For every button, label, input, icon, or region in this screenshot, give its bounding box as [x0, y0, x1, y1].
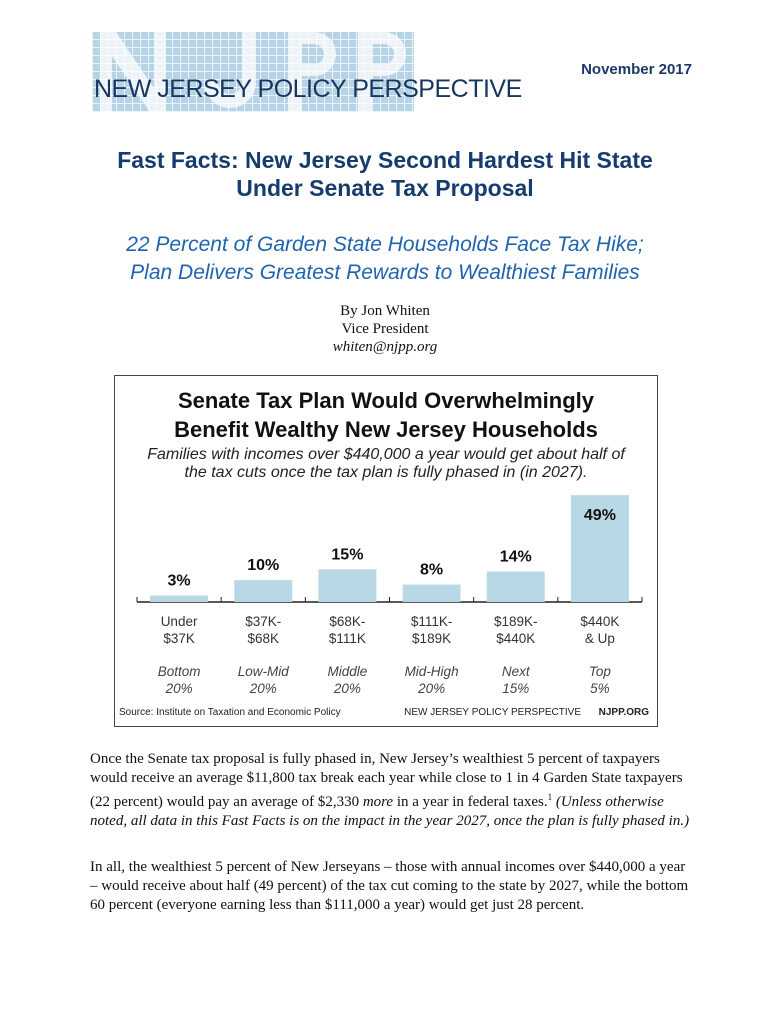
category-label: $189K- — [494, 614, 538, 629]
group-label: 20% — [249, 681, 277, 696]
group-label: Next — [502, 664, 531, 679]
publication-date: November 2017 — [581, 61, 692, 78]
category-label: $440K — [496, 631, 535, 646]
category-label: $111K — [329, 631, 366, 646]
bar — [234, 580, 293, 602]
logo-text: NEW JERSEY POLICY PERSPECTIVE — [94, 75, 522, 103]
chart-title-line: Benefit Wealthy New Jersey Households — [174, 417, 598, 442]
bar — [318, 569, 377, 602]
category-label: Under — [161, 614, 198, 629]
bar — [402, 584, 461, 602]
author-role: Vice President — [341, 321, 429, 337]
njpp-logo: NEW JERSEY POLICY PERSPECTIVE — [92, 32, 522, 112]
chart-subtitle: Families with incomes over $440,000 a ye… — [115, 446, 657, 482]
group-label: Low-Mid — [238, 664, 290, 679]
byline: By Jon Whiten Vice President whiten@njpp… — [0, 302, 770, 356]
chart-subtitle-line: the tax cuts once the tax plan is fully … — [184, 464, 588, 481]
author: By Jon Whiten — [340, 303, 430, 319]
footnote-ref[interactable]: 1 — [547, 792, 553, 802]
bar — [150, 595, 209, 602]
data-label: 49% — [584, 507, 616, 524]
p1-note: (Unless otherwise noted, all data in thi… — [90, 794, 690, 829]
p1-text: Once the Senate tax proposal is fully ph… — [90, 751, 683, 810]
data-label: 10% — [247, 557, 279, 574]
group-label: 20% — [417, 681, 445, 696]
category-label: $440K — [580, 614, 619, 629]
title-line: Fast Facts: New Jersey Second Hardest Hi… — [117, 147, 653, 173]
data-label: 15% — [331, 546, 363, 563]
title-line: Under Senate Tax Proposal — [236, 175, 534, 201]
group-label: Mid-High — [405, 664, 459, 679]
data-label: 3% — [168, 572, 191, 589]
chart-title-line: Senate Tax Plan Would Overwhelmingly — [177, 388, 595, 413]
chart-source: Source: Institute on Taxation and Econom… — [119, 707, 341, 718]
chart-subtitle-line: Families with incomes over $440,000 a ye… — [147, 446, 625, 463]
category-label: $189K — [412, 631, 451, 646]
group-label: 15% — [502, 681, 529, 696]
paragraph-2: In all, the wealthiest 5 percent of New … — [90, 859, 689, 913]
chart-brand: NEW JERSEY POLICY PERSPECTIVE — [404, 707, 581, 718]
group-label: 20% — [333, 681, 361, 696]
category-label: $68K — [247, 631, 279, 646]
author-email[interactable]: whiten@njpp.org — [332, 339, 438, 355]
subtitle-line: Plan Delivers Greatest Rewards to Wealth… — [130, 261, 640, 284]
category-label: & Up — [585, 631, 615, 646]
category-label: $37K- — [245, 614, 281, 629]
bar — [570, 495, 629, 602]
group-label: 5% — [590, 681, 610, 696]
data-label: 14% — [500, 548, 532, 565]
chart-title: Senate Tax Plan Would Overwhelmingly Ben… — [115, 386, 657, 444]
bar — [486, 571, 545, 602]
data-label: 8% — [420, 562, 443, 579]
chart-site: NJPP.ORG — [598, 707, 649, 718]
chart: Senate Tax Plan Would Overwhelmingly Ben… — [114, 375, 658, 727]
category-label: $37K — [163, 631, 195, 646]
subtitle-line: 22 Percent of Garden State Households Fa… — [126, 233, 644, 256]
page-subtitle: 22 Percent of Garden State Households Fa… — [0, 231, 770, 287]
p1-text-cont: in a year in federal taxes. — [393, 794, 548, 810]
page-title: Fast Facts: New Jersey Second Hardest Hi… — [0, 146, 770, 202]
group-label: Bottom — [158, 664, 201, 679]
chart-plot: 3% Under $37K Bottom 20% 10% $37K- $68K Low-Mid 2… — [136, 495, 643, 696]
paragraph-1: Once the Senate tax proposal is fully ph… — [90, 750, 690, 831]
group-label: Middle — [328, 664, 368, 679]
logo-letters-graphic — [100, 32, 406, 112]
category-label: $111K- — [411, 614, 453, 629]
category-label: $68K- — [329, 614, 365, 629]
p1-emphasis: more — [362, 794, 394, 810]
group-label: Top — [589, 664, 612, 679]
group-label: 20% — [165, 681, 193, 696]
